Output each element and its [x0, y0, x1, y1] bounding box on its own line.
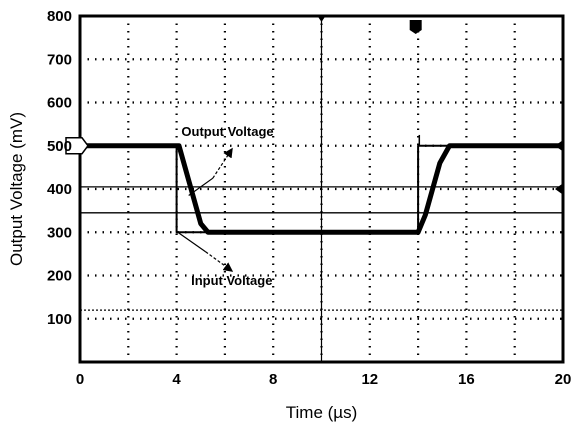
- y-tick-labels: 100 200 300 400 500 600 700 800: [47, 8, 72, 328]
- y-tick-label: 800: [47, 8, 72, 25]
- chart-markers: [65, 16, 562, 194]
- y-tick-label: 700: [47, 51, 72, 68]
- annotation-input-voltage: Input Voltage: [191, 273, 272, 288]
- chart-series: [80, 134, 563, 235]
- annotation-arrow: [212, 147, 233, 179]
- x-tick-label: 0: [76, 371, 84, 388]
- y-tick-label: 100: [47, 311, 72, 328]
- annotation-arrow: [188, 177, 214, 196]
- trigger-position-icon: [317, 16, 326, 22]
- trigger-marker-icon: [409, 20, 422, 34]
- y-axis-title: Output Voltage (mV): [7, 112, 26, 266]
- x-axis-title: Time (µs): [286, 403, 358, 422]
- annotation-arrow: [205, 251, 234, 272]
- y-tick-label: 500: [47, 138, 72, 155]
- channel-marker-icon: [65, 137, 89, 155]
- series-line-input-voltage: [80, 144, 563, 234]
- x-tick-label: 20: [555, 371, 572, 388]
- annotation-output-voltage: Output Voltage: [181, 124, 273, 139]
- chart-reference-lines: [80, 186, 563, 311]
- trigger-level-icon: [555, 140, 562, 151]
- y-tick-label: 600: [47, 95, 72, 112]
- y-tick-label: 400: [47, 181, 72, 198]
- y-tick-label: 300: [47, 224, 72, 241]
- trigger-level-arrow-icon: [555, 184, 562, 194]
- x-tick-label: 16: [458, 371, 475, 388]
- x-tick-labels: 0 4 8 12 16 20: [76, 371, 572, 388]
- x-tick-label: 4: [172, 371, 181, 388]
- y-tick-label: 200: [47, 268, 72, 285]
- annotation-arrow: [178, 232, 206, 253]
- chart-annotations: Output Voltage Input Voltage: [178, 124, 274, 288]
- x-tick-label: 12: [361, 371, 378, 388]
- x-tick-label: 8: [269, 371, 277, 388]
